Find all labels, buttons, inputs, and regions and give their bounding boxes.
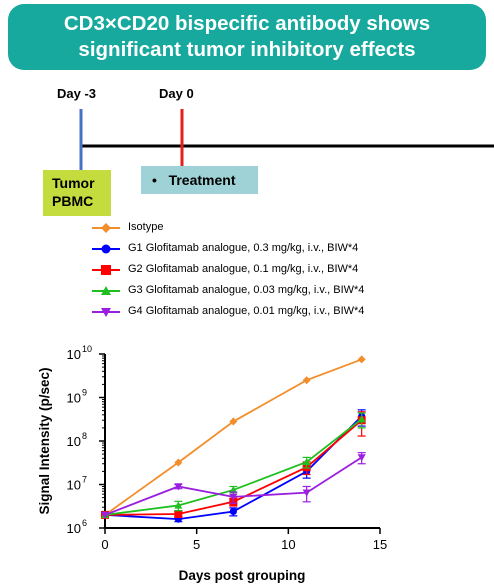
series-group xyxy=(101,412,366,519)
treatment-bullet: • xyxy=(152,172,157,188)
y-tick-label: 10 xyxy=(67,347,81,362)
y-tick-label: 10 xyxy=(67,521,81,536)
legend-swatch xyxy=(92,308,120,317)
y-axis-label: Signal Intensity (p/sec) xyxy=(37,367,52,514)
data-point xyxy=(229,493,238,501)
treatment-box: • Treatment xyxy=(141,166,258,194)
timeline-diagram xyxy=(79,109,494,170)
legend-swatch xyxy=(92,265,120,275)
x-tick-label: 10 xyxy=(281,537,295,552)
legend-label: G4 Glofitamab analogue, 0.01 mg/kg, i.v.… xyxy=(128,305,365,317)
treatment-label: Treatment xyxy=(168,172,236,188)
y-tick-label: 10 xyxy=(67,478,81,493)
data-point xyxy=(357,355,366,364)
data-point xyxy=(101,511,109,519)
banner-title-line1: CD3×CD20 bispecific antibody shows xyxy=(63,12,431,35)
tumor-label: Tumor xyxy=(52,175,95,191)
legend-marker xyxy=(101,223,111,233)
y-tick-exponent: 7 xyxy=(82,475,87,485)
data-point xyxy=(229,485,238,494)
tumor-pbmc-box: Tumor PBMC xyxy=(43,170,111,216)
data-point xyxy=(229,417,238,426)
legend-marker xyxy=(101,286,111,295)
title-banner: CD3×CD20 bispecific antibody shows signi… xyxy=(8,4,486,70)
data-point xyxy=(229,507,237,516)
data-point xyxy=(302,376,311,385)
legend-label: G1 Glofitamab analogue, 0.3 mg/kg, i.v.,… xyxy=(128,242,359,254)
legend-marker xyxy=(101,308,111,317)
y-tick-label: 10 xyxy=(67,434,81,449)
y-tick-exponent: 8 xyxy=(82,431,87,441)
y-tick-label: 10 xyxy=(67,391,81,406)
series-group xyxy=(101,355,366,519)
day-minus3-label: Day -3 xyxy=(57,86,97,101)
pbmc-label: PBMC xyxy=(52,193,94,209)
x-tick-label: 0 xyxy=(101,537,108,552)
y-tick-exponent: 6 xyxy=(82,518,87,528)
data-point xyxy=(174,458,183,467)
y-tick-exponent: 9 xyxy=(82,388,87,398)
series-group xyxy=(101,452,366,519)
legend-swatch xyxy=(92,244,120,254)
data-point xyxy=(302,457,311,466)
legend-marker xyxy=(101,265,111,275)
legend-swatch xyxy=(92,223,120,233)
legend-marker xyxy=(101,244,111,254)
banner-title-line2: significant tumor inhibitory effects xyxy=(78,38,416,61)
x-axis-label: Days post grouping xyxy=(179,568,306,583)
data-point xyxy=(174,509,183,518)
x-tick-label: 15 xyxy=(373,537,387,552)
data-point xyxy=(357,415,366,423)
y-tick-exponent: 10 xyxy=(82,344,92,354)
legend-label: G2 Glofitamab analogue, 0.1 mg/kg, i.v.,… xyxy=(128,263,359,275)
data-point xyxy=(357,454,366,462)
data-point xyxy=(174,483,183,491)
day0-label: Day 0 xyxy=(159,86,194,101)
legend-label: Isotype xyxy=(128,221,164,233)
legend-label: G3 Glofitamab analogue, 0.03 mg/kg, i.v.… xyxy=(128,284,365,296)
x-tick-label: 5 xyxy=(193,537,200,552)
data-point xyxy=(174,501,183,509)
legend-swatch xyxy=(92,286,120,295)
data-point xyxy=(302,489,311,497)
